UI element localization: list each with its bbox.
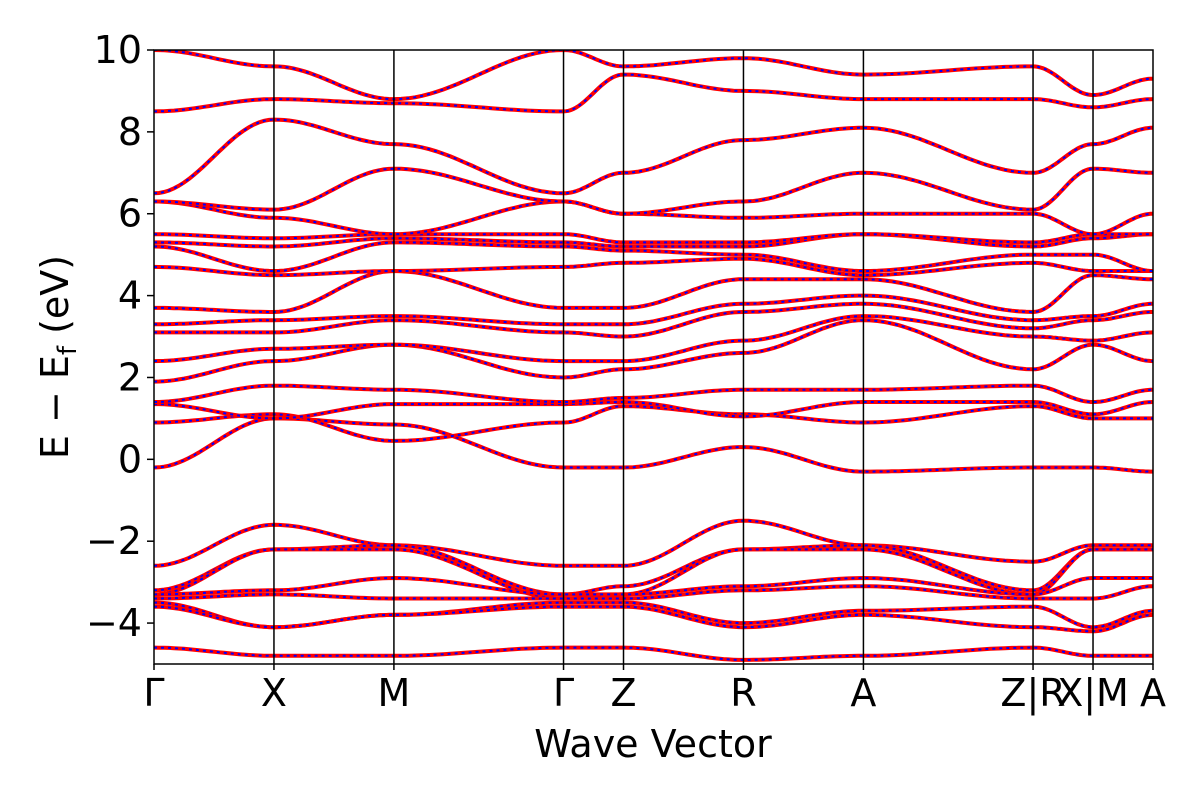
y-tick-label: 2	[118, 355, 142, 399]
band-line-red	[154, 50, 1153, 102]
y-tick-label: −2	[86, 519, 142, 563]
band-line-blue	[154, 605, 1153, 633]
band-line-red	[154, 72, 1153, 114]
x-tick-label: A	[850, 671, 876, 715]
x-tick-label: A	[1140, 671, 1166, 715]
band-line-blue	[154, 646, 1153, 661]
plot-frame	[153, 49, 1154, 665]
band-line-blue	[154, 548, 1153, 600]
y-axis-label: E − Ef (eV)	[33, 255, 83, 459]
band-line-blue	[154, 241, 1153, 273]
band-line-red	[154, 166, 1153, 216]
x-tick-label: X	[261, 671, 287, 715]
high-symmetry-lines	[273, 50, 1094, 664]
band-line-blue	[154, 257, 1153, 277]
band-line-red	[154, 575, 1153, 597]
band-line-red	[154, 404, 1153, 443]
band-line-blue	[154, 233, 1153, 248]
x-tick-label: Z	[610, 671, 636, 715]
x-ticks: Γ X M Γ Z R A Z|RX|M A	[143, 664, 1166, 716]
band-line-red	[154, 293, 1153, 327]
y-axis-label-unit: (eV)	[33, 255, 77, 334]
band-line-blue	[154, 417, 1153, 473]
band-line-blue	[154, 269, 1153, 314]
band-line-blue	[154, 384, 1153, 403]
x-tick-label: R	[730, 671, 756, 715]
y-tick-label: 8	[118, 110, 142, 154]
band-line-blue	[154, 401, 1153, 420]
y-axis-label-sub: f	[53, 345, 83, 355]
y-ticks: −4 −2 0 2 4 6 8 10	[86, 28, 154, 645]
band-line-blue	[154, 585, 1153, 600]
y-axis-label-main: E − E	[33, 355, 77, 459]
band-line-blue	[154, 302, 1153, 338]
x-tick-label: Z|R	[1000, 671, 1065, 716]
y-tick-label: 4	[118, 274, 142, 318]
band-line-blue	[154, 233, 1153, 244]
band-line-blue	[154, 405, 1153, 442]
y-tick-label: −4	[86, 601, 142, 645]
bands-layer	[154, 50, 1153, 662]
band-line-red	[154, 117, 1153, 196]
band-line-red	[154, 268, 1153, 315]
x-tick-label: Γ	[553, 671, 574, 715]
x-axis-label: Wave Vector	[534, 722, 772, 766]
y-tick-label: 10	[94, 28, 142, 72]
band-line-red	[154, 604, 1153, 634]
band-line-blue	[154, 200, 1153, 236]
band-line-red	[154, 400, 1153, 421]
band-line-blue	[154, 519, 1153, 567]
band-line-blue	[154, 315, 1153, 363]
band-line-blue	[154, 50, 1153, 101]
x-tick-label: Γ	[143, 671, 164, 715]
band-line-blue	[154, 73, 1153, 113]
y-tick-label: 6	[118, 192, 142, 236]
band-line-red	[154, 645, 1153, 662]
x-tick-label: X|M	[1057, 671, 1129, 716]
x-tick-label: M	[378, 671, 411, 715]
band-line-red	[154, 383, 1153, 404]
band-line-blue	[154, 319, 1153, 383]
band-line-blue	[154, 167, 1153, 215]
band-line-blue	[154, 118, 1153, 195]
y-tick-label: 0	[118, 437, 142, 481]
